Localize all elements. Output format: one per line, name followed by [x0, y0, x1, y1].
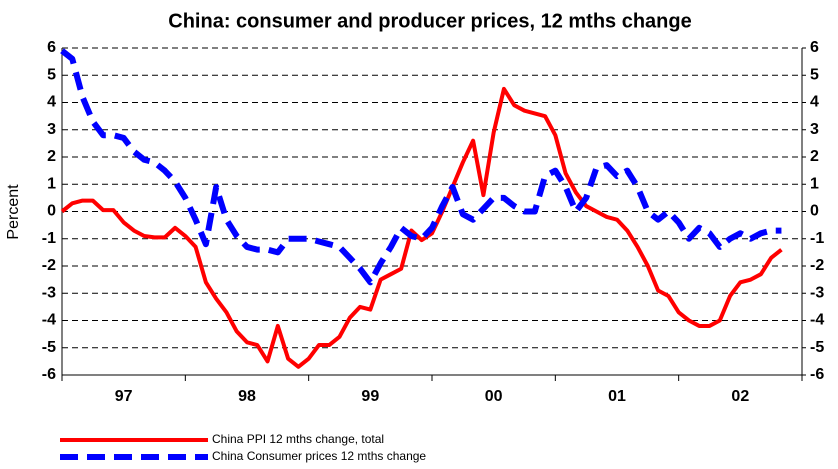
series-line — [60, 86, 783, 369]
x-tick-label: 99 — [361, 388, 379, 405]
y-tick-label: -1 — [42, 230, 56, 247]
y-tick-label: 0 — [47, 203, 56, 220]
y2-tick-label: 6 — [810, 39, 819, 56]
y2-tick-label: 4 — [810, 94, 819, 111]
y-tick-label: 5 — [47, 66, 56, 83]
y-tick-label: 2 — [47, 148, 56, 165]
y2-tick-label: -3 — [810, 284, 824, 301]
y2-tick-label: 5 — [810, 66, 819, 83]
y-tick-label: 6 — [47, 39, 56, 56]
y-tick-label: 4 — [47, 94, 56, 111]
y2-tick-label: 1 — [810, 175, 819, 192]
series-line — [60, 48, 782, 286]
x-tick-label: 01 — [608, 388, 626, 405]
y2-tick-label: 0 — [810, 203, 819, 220]
y2-tick-label: -2 — [810, 257, 824, 274]
y-tick-label: 3 — [47, 121, 56, 138]
y2-tick-label: -4 — [810, 312, 824, 329]
y2-tick-label: -1 — [810, 230, 824, 247]
legend-label: China Consumer prices 12 mths change — [212, 449, 426, 463]
x-tick-label: 97 — [115, 388, 133, 405]
y-axis-label: Percent — [5, 184, 22, 240]
y2-tick-label: 3 — [810, 121, 819, 138]
x-tick-label: 02 — [731, 388, 749, 405]
legend-label: China PPI 12 mths change, total — [212, 432, 384, 446]
y-tick-label: -2 — [42, 257, 56, 274]
chart-title: China: consumer and producer prices, 12 … — [168, 10, 691, 32]
y2-tick-label: -5 — [810, 339, 824, 356]
x-tick-label: 98 — [238, 388, 256, 405]
x-tick-label: 00 — [485, 388, 503, 405]
y-tick-label: 1 — [47, 175, 56, 192]
y-tick-label: -3 — [42, 284, 56, 301]
y2-tick-label: -6 — [810, 366, 824, 383]
y-tick-label: -5 — [42, 339, 56, 356]
y2-tick-label: 2 — [810, 148, 819, 165]
y-tick-label: -6 — [42, 366, 56, 383]
y-tick-label: -4 — [42, 312, 56, 329]
